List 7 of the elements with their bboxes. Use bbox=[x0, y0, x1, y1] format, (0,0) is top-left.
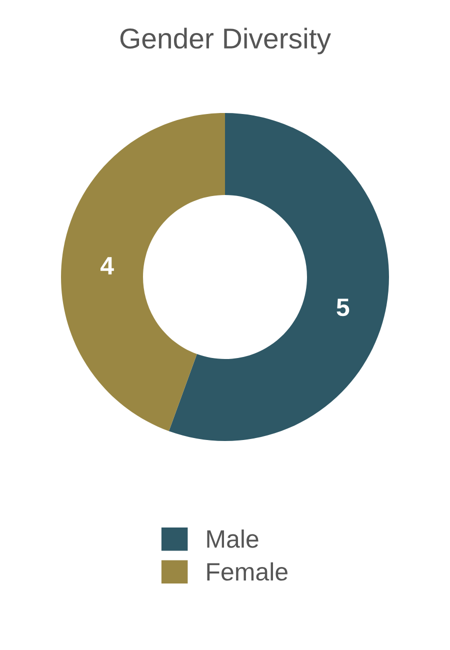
donut-slice bbox=[168, 113, 389, 441]
legend-label: Female bbox=[207, 562, 288, 581]
data-label: 4 bbox=[100, 257, 114, 274]
donut-slice bbox=[61, 113, 225, 432]
data-label: 5 bbox=[336, 298, 350, 316]
legend-label: Male bbox=[207, 530, 258, 548]
chart-title: Gender Diversity bbox=[120, 28, 331, 54]
